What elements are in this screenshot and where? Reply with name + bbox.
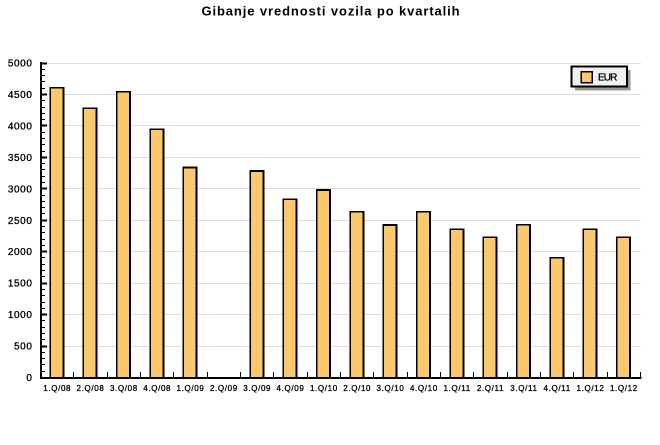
svg-text:3000: 3000 <box>8 184 33 195</box>
svg-text:3.Q/09: 3.Q/09 <box>243 384 271 393</box>
svg-text:2500: 2500 <box>8 216 33 227</box>
svg-text:1.Q/11: 1.Q/11 <box>444 384 471 393</box>
svg-text:2.Q/08: 2.Q/08 <box>77 384 105 393</box>
svg-text:1.Q/12: 1.Q/12 <box>610 384 638 393</box>
svg-text:4.Q/10: 4.Q/10 <box>410 384 438 393</box>
svg-text:5000: 5000 <box>8 59 33 70</box>
svg-text:1.Q/10: 1.Q/10 <box>310 384 338 393</box>
svg-text:4500: 4500 <box>8 90 33 101</box>
svg-text:4.Q/08: 4.Q/08 <box>143 384 171 393</box>
svg-text:0: 0 <box>26 373 32 384</box>
svg-text:500: 500 <box>14 342 33 353</box>
svg-text:1.Q/12: 1.Q/12 <box>577 384 605 393</box>
svg-text:Gibanje vrednosti vozila po kv: Gibanje vrednosti vozila po kvartalih <box>201 4 460 19</box>
svg-text:3.Q/08: 3.Q/08 <box>110 384 138 393</box>
svg-text:4000: 4000 <box>8 121 33 132</box>
svg-text:4.Q/09: 4.Q/09 <box>277 384 305 393</box>
svg-text:4.Q/11: 4.Q/11 <box>544 384 571 393</box>
svg-text:2.Q/09: 2.Q/09 <box>210 384 238 393</box>
svg-text:1500: 1500 <box>8 279 33 290</box>
svg-text:1000: 1000 <box>8 310 33 321</box>
svg-text:3.Q/10: 3.Q/10 <box>377 384 405 393</box>
svg-text:2.Q/11: 2.Q/11 <box>477 384 504 393</box>
svg-text:1.Q/09: 1.Q/09 <box>177 384 205 393</box>
svg-text:2000: 2000 <box>8 247 33 258</box>
svg-text:1.Q/08: 1.Q/08 <box>43 384 71 393</box>
svg-text:EUR: EUR <box>598 73 617 84</box>
svg-text:3500: 3500 <box>8 153 33 164</box>
svg-text:3.Q/11: 3.Q/11 <box>510 384 537 393</box>
svg-text:2.Q/10: 2.Q/10 <box>343 384 371 393</box>
